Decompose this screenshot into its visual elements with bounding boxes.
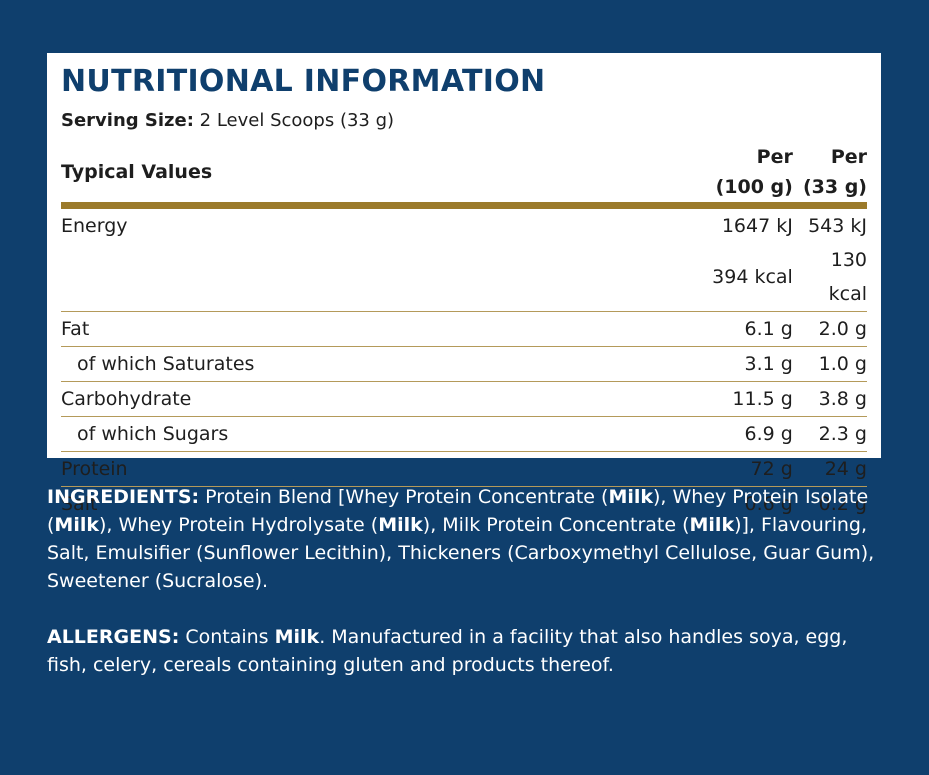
table-row: of which Sugars 6.9 g 2.3 g	[61, 416, 867, 452]
row-per-100g: 394 kcal	[707, 243, 793, 312]
header-per-100g: Per (100 g)	[715, 146, 793, 198]
nutrition-panel: NUTRITIONAL INFORMATION Serving Size: 2 …	[47, 53, 881, 515]
ingredients-text: ), Milk Protein Concentrate (	[422, 514, 690, 536]
table-row: Energy 1647 kJ 543 kJ	[61, 206, 867, 244]
row-per-serving: 543 kJ	[808, 215, 867, 237]
row-per-100g: 6.1 g	[707, 311, 793, 347]
row-per-100g: 0.6 g	[744, 493, 793, 515]
ingredients-text: )], Flavouring, Salt, Emulsifier (Sunflo…	[47, 514, 875, 592]
table-header-row: Typical Values Per (100 g) Per (33 g)	[61, 142, 867, 206]
row-per-serving: 3.8 g	[792, 381, 867, 417]
allergen-highlight: Milk	[274, 626, 320, 648]
serving-size: Serving Size: 2 Level Scoops (33 g)	[61, 108, 867, 134]
nutrition-table: Typical Values Per (100 g) Per (33 g) En…	[61, 142, 867, 521]
allergen-highlight: Milk	[689, 514, 735, 536]
row-per-serving: 2.3 g	[792, 416, 867, 452]
allergens-label: ALLERGENS:	[47, 626, 180, 648]
header-typical-values: Typical Values	[61, 161, 213, 183]
table-row: Salt 0.6 g 0.2 g	[61, 487, 867, 522]
header-per-serving: Per (33 g)	[802, 146, 867, 198]
row-per-100g: 11.5 g	[707, 381, 793, 417]
ingredients-text: ), Whey Protein Hydrolysate (	[99, 514, 379, 536]
row-per-serving: 0.2 g	[818, 493, 867, 515]
row-per-serving: 130 kcal	[792, 243, 867, 312]
table-row: of which Saturates 3.1 g 1.0 g	[61, 346, 867, 382]
table-row: Fat 6.1 g 2.0 g	[61, 311, 867, 347]
serving-size-value: 2 Level Scoops (33 g)	[199, 110, 395, 131]
row-per-100g: 1647 kJ	[721, 215, 793, 237]
row-per-100g: 72 g	[707, 451, 793, 487]
allergens-text: Contains	[179, 626, 275, 648]
row-per-serving: 24 g	[792, 451, 867, 487]
allergen-highlight: Milk	[54, 514, 99, 536]
row-name: Salt	[61, 493, 98, 515]
table-row: Protein 72 g 24 g	[61, 451, 867, 487]
allergen-highlight: Milk	[608, 486, 654, 508]
ingredients-label: INGREDIENTS:	[47, 486, 200, 508]
allergens-text: . Manufactured in a facility that also h…	[47, 626, 848, 676]
row-name: of which Sugars	[61, 416, 707, 452]
table-row: 394 kcal 130 kcal	[61, 243, 867, 312]
row-name: Fat	[61, 311, 707, 347]
row-name: of which Saturates	[61, 346, 707, 382]
nutrition-title: NUTRITIONAL INFORMATION	[61, 64, 546, 99]
row-name	[61, 243, 707, 312]
ingredients-text: ), Whey Protein Isolate (	[47, 486, 869, 536]
row-name: Energy	[61, 215, 128, 237]
ingredients-text: Protein Blend [Whey Protein Concentrate …	[199, 486, 609, 508]
row-name: Protein	[61, 451, 707, 487]
label-footer: INGREDIENTS: Protein Blend [Whey Protein…	[47, 483, 892, 679]
serving-size-label: Serving Size:	[61, 110, 194, 131]
allergens-paragraph: ALLERGENS: Contains Milk. Manufactured i…	[47, 623, 892, 679]
allergen-highlight: Milk	[378, 514, 423, 536]
row-per-serving: 2.0 g	[792, 311, 867, 347]
ingredients-paragraph: INGREDIENTS: Protein Blend [Whey Protein…	[47, 483, 892, 595]
row-name: Carbohydrate	[61, 381, 707, 417]
row-per-100g: 3.1 g	[707, 346, 793, 382]
row-per-serving: 1.0 g	[792, 346, 867, 382]
row-per-100g: 6.9 g	[707, 416, 793, 452]
table-row: Carbohydrate 11.5 g 3.8 g	[61, 381, 867, 417]
